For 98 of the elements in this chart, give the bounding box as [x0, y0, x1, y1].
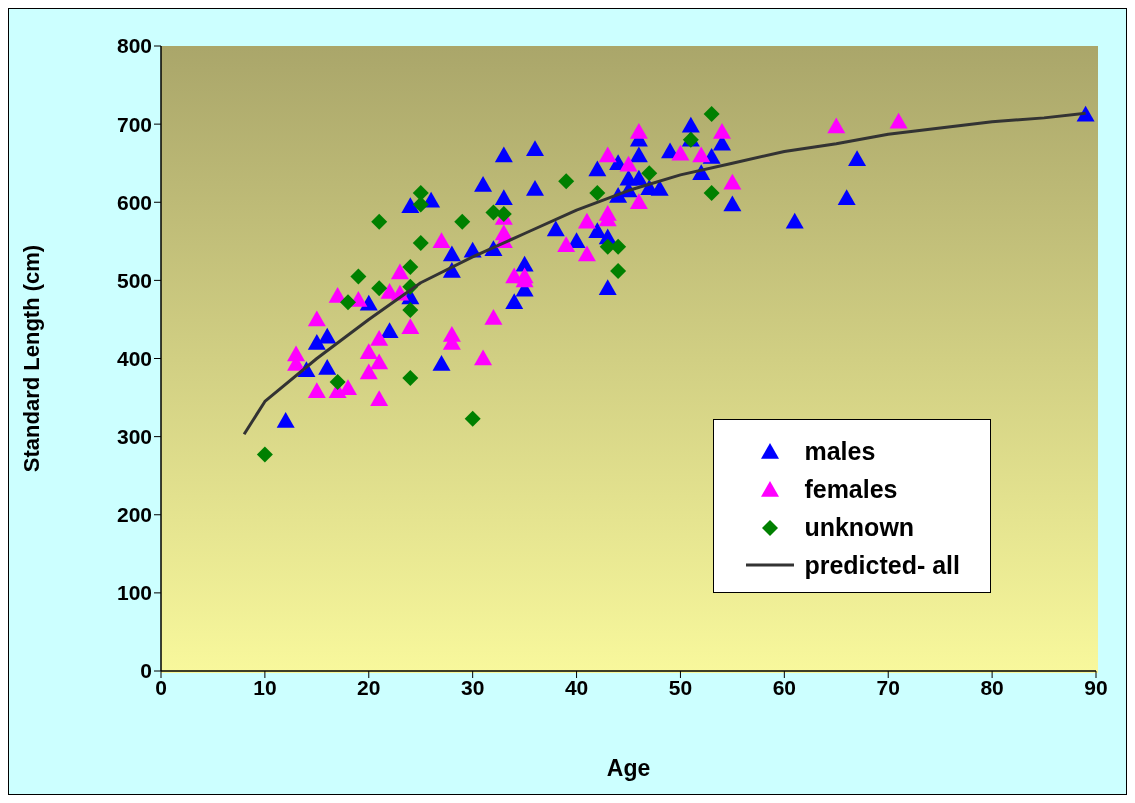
point	[442, 245, 461, 262]
point	[1076, 105, 1095, 122]
point	[723, 195, 742, 212]
y-tick-label: 600	[116, 190, 152, 214]
point	[889, 112, 908, 129]
point	[619, 155, 638, 172]
x-tick-label: 30	[460, 675, 485, 699]
point	[432, 232, 451, 249]
point	[629, 122, 648, 139]
point	[494, 146, 513, 163]
y-tick-label: 300	[116, 425, 152, 449]
point	[402, 302, 419, 319]
point	[588, 222, 607, 238]
y-tick-label: 500	[116, 268, 152, 292]
point	[610, 263, 627, 279]
point	[703, 184, 720, 201]
point	[474, 176, 493, 192]
point	[464, 410, 481, 427]
point	[837, 189, 856, 206]
y-axis-title: Standard Length (cm)	[18, 244, 44, 473]
point	[276, 412, 295, 428]
point	[402, 370, 419, 387]
point	[629, 169, 648, 186]
point	[370, 329, 389, 346]
point	[827, 117, 846, 134]
legend-label: unknown	[804, 512, 915, 542]
point	[713, 122, 731, 139]
point	[598, 146, 617, 163]
point	[412, 184, 429, 201]
point	[371, 280, 388, 297]
point	[329, 373, 346, 390]
x-tick-label: 70	[876, 675, 900, 699]
point	[474, 349, 493, 366]
point	[505, 293, 524, 309]
legend-label: males	[804, 436, 876, 466]
point	[629, 146, 648, 163]
point	[723, 173, 742, 190]
x-tick-label: 10	[253, 675, 277, 699]
point	[402, 259, 419, 276]
point	[641, 165, 658, 182]
point	[526, 179, 544, 196]
point	[785, 212, 804, 229]
point	[589, 184, 606, 201]
x-axis-title: Age	[606, 755, 651, 781]
point	[412, 234, 429, 251]
x-tick-label: 80	[980, 675, 1004, 699]
point	[681, 116, 700, 133]
point	[370, 390, 389, 406]
point	[432, 354, 451, 371]
point	[370, 353, 389, 370]
point	[848, 150, 867, 167]
point	[318, 327, 337, 344]
legend-label: predicted- all	[804, 550, 960, 580]
point	[412, 196, 429, 213]
point	[371, 213, 388, 230]
point	[515, 255, 534, 272]
point	[546, 220, 565, 237]
point	[350, 268, 367, 285]
y-tick-label: 700	[116, 112, 152, 136]
y-tick-label: 800	[116, 34, 152, 58]
point	[401, 197, 420, 213]
x-tick-label: 50	[668, 675, 693, 699]
point	[307, 382, 326, 399]
x-tick-label: 0	[155, 675, 167, 699]
point	[588, 160, 607, 177]
y-tick-label: 0	[140, 659, 152, 683]
point	[256, 446, 273, 463]
x-tick-label: 90	[1084, 675, 1108, 699]
point	[401, 318, 420, 334]
x-tick-label: 20	[357, 675, 381, 699]
y-tick-label: 100	[116, 581, 152, 605]
point	[494, 189, 513, 206]
point	[558, 173, 575, 190]
point	[692, 146, 711, 163]
point	[390, 263, 409, 280]
x-tick-label: 40	[564, 675, 589, 699]
point	[359, 294, 378, 311]
point	[307, 333, 326, 350]
point	[598, 279, 617, 295]
point	[340, 294, 356, 311]
point	[703, 105, 720, 122]
point	[629, 193, 648, 209]
y-tick-label: 200	[116, 503, 152, 527]
point	[359, 363, 378, 380]
point	[359, 343, 378, 359]
point	[454, 213, 471, 230]
x-tick-label: 60	[772, 675, 797, 699]
point	[557, 236, 576, 252]
y-tick-label: 400	[116, 346, 152, 370]
point	[577, 245, 596, 262]
point	[526, 140, 544, 156]
point	[307, 310, 326, 327]
point	[318, 358, 337, 375]
point	[484, 308, 503, 325]
point	[380, 322, 399, 338]
legend-label: females	[804, 474, 898, 504]
point	[577, 212, 596, 229]
point	[671, 144, 690, 161]
